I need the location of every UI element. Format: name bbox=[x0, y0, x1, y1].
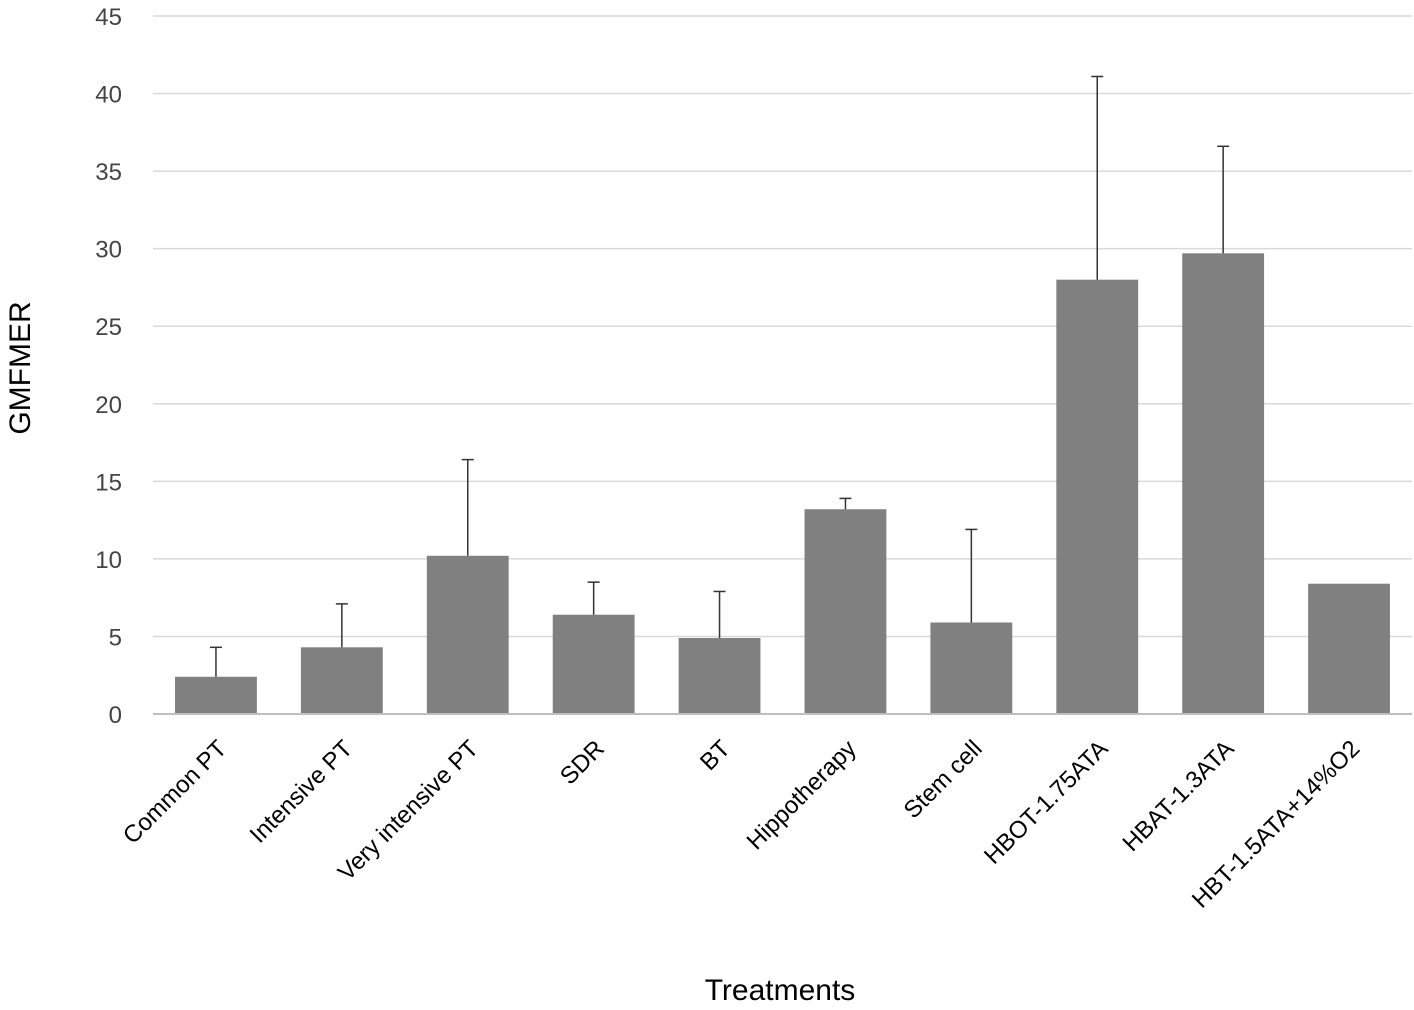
y-axis-ticks: 0 5 10 15 20 25 30 35 40 45 bbox=[95, 4, 122, 729]
bar-6 bbox=[804, 509, 887, 714]
x-category-label: Common PT bbox=[118, 735, 233, 850]
bar-10 bbox=[1308, 583, 1390, 714]
x-category-label: HBOT-1.75ATA bbox=[979, 735, 1113, 869]
error-bar-8 bbox=[1091, 75, 1104, 280]
bars bbox=[175, 253, 1390, 714]
x-category-label: Stem cell bbox=[899, 735, 988, 824]
y-tick-label: 20 bbox=[95, 392, 122, 419]
error-bar-4 bbox=[587, 581, 600, 615]
x-category-label: Very intensive PT bbox=[333, 735, 484, 886]
y-tick-label: 5 bbox=[109, 624, 122, 651]
y-tick-label: 30 bbox=[95, 237, 122, 264]
bar-7 bbox=[930, 622, 1013, 714]
x-category-label: Hippotherapy bbox=[742, 735, 862, 855]
bar-1 bbox=[175, 676, 257, 714]
x-category-label: HBAT-1.3ATA bbox=[1118, 735, 1240, 857]
error-bar-5 bbox=[713, 590, 726, 638]
error-bars bbox=[209, 75, 1230, 677]
y-tick-label: 35 bbox=[95, 159, 122, 186]
x-axis-title: Treatments bbox=[705, 974, 856, 1007]
error-bar-7 bbox=[965, 528, 978, 623]
error-bar-2 bbox=[335, 603, 348, 648]
bar-8 bbox=[1056, 279, 1139, 714]
error-bar-3 bbox=[461, 458, 474, 556]
bar-5 bbox=[678, 637, 761, 714]
bar-9 bbox=[1182, 253, 1265, 714]
y-tick-label: 45 bbox=[95, 4, 122, 31]
y-tick-label: 0 bbox=[109, 702, 122, 729]
error-bar-9 bbox=[1217, 145, 1230, 254]
x-category-label: BT bbox=[695, 735, 736, 776]
bar-4 bbox=[552, 614, 635, 714]
y-tick-label: 10 bbox=[95, 547, 122, 574]
x-category-label: SDR bbox=[555, 735, 610, 790]
y-tick-label: 40 bbox=[95, 82, 122, 109]
error-bar-6 bbox=[839, 497, 852, 510]
y-tick-label: 25 bbox=[95, 314, 122, 341]
y-axis-title: GMFMER bbox=[4, 301, 37, 434]
bar-2 bbox=[300, 647, 383, 714]
error-bar-1 bbox=[209, 646, 222, 677]
gridlines bbox=[153, 15, 1412, 638]
y-tick-label: 15 bbox=[95, 469, 122, 496]
bar-3 bbox=[426, 555, 509, 714]
x-category-label: Intensive PT bbox=[245, 735, 359, 849]
